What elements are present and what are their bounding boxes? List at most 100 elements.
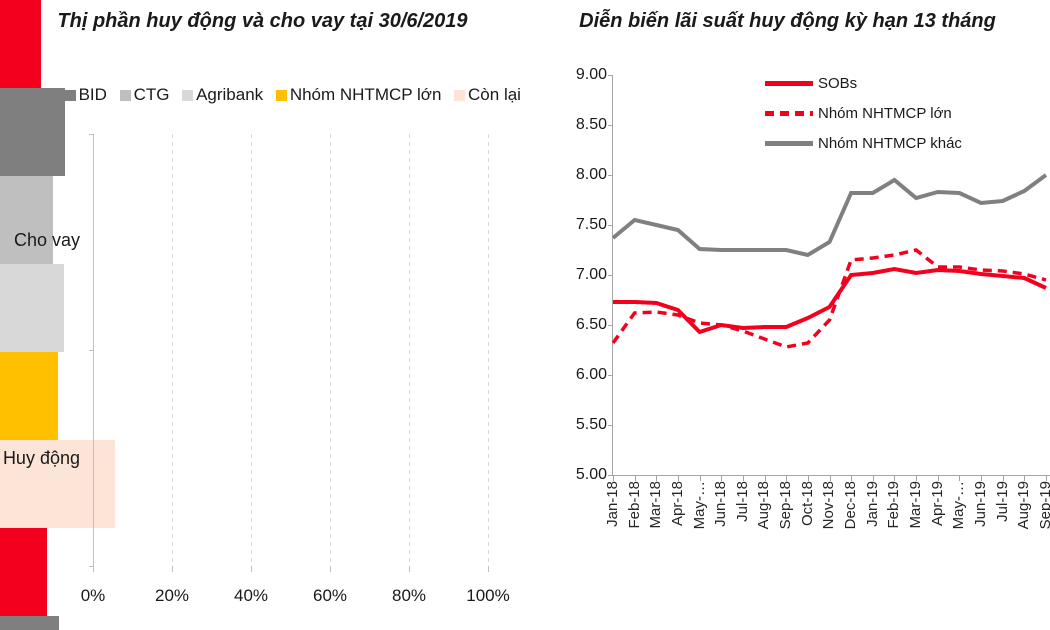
legend-label: CTG	[133, 85, 170, 104]
y-tick-label: 7.50	[575, 216, 607, 233]
x-axis-tick	[1024, 475, 1026, 481]
month-slot: Oct-18	[797, 481, 819, 526]
line-legend-row: Nhóm NHTMCP khác	[765, 128, 962, 158]
x-axis-tick	[764, 475, 766, 481]
month-label: Feb-18	[625, 481, 643, 529]
month-slot: Feb-19	[884, 481, 906, 529]
gridline	[330, 134, 331, 566]
market-share-chart: Thị phần huy động và cho vay tại 30/6/20…	[0, 0, 521, 630]
x-axis-tick	[981, 475, 983, 481]
y-axis-tick	[608, 475, 612, 476]
month-slot: Mar-18	[645, 481, 667, 529]
bar-segment	[0, 264, 64, 352]
y-axis-tick	[608, 175, 612, 176]
x-axis	[612, 475, 1050, 476]
month-slot: Nov-18	[819, 481, 841, 529]
y-axis-tick	[608, 375, 612, 376]
month-slot: Feb-18	[624, 481, 646, 529]
x-axis-tick	[851, 475, 853, 481]
series-line	[612, 248, 1047, 349]
month-label: Nov-18	[820, 481, 838, 530]
month-label: Sep-19	[1036, 481, 1050, 530]
month-slot: Jun-19	[970, 481, 992, 527]
legend-label: Nhóm NHTMCP lớn	[818, 104, 952, 122]
legend-swatch	[119, 89, 131, 101]
month-label: Jun-18	[712, 481, 730, 527]
legend-swatch	[275, 89, 287, 101]
x-axis-tick	[807, 475, 809, 481]
x-axis-tick	[916, 475, 918, 481]
legend-item: Nhóm NHTMCP lớn	[275, 85, 441, 105]
bar-segment	[0, 176, 53, 264]
legend-item: Còn lại	[454, 85, 521, 105]
month-label: Jan-18	[603, 481, 621, 527]
x-axis-tick	[872, 475, 874, 481]
y-axis	[93, 134, 94, 566]
legend-swatch	[454, 89, 466, 101]
month-slot: Mar-19	[905, 481, 927, 529]
x-axis-tick	[894, 475, 896, 481]
month-label: Jun-19	[971, 481, 989, 527]
x-axis-tick	[634, 475, 636, 481]
x-axis-tick	[959, 475, 961, 481]
y-axis-tick	[608, 75, 612, 76]
y-tick-label: 8.50	[575, 116, 607, 133]
y-tick-label: 7.00	[575, 266, 607, 283]
line-legend-row: Nhóm NHTMCP lớn	[765, 98, 962, 128]
month-slot: Apr-19	[927, 481, 949, 526]
month-label: Sep-18	[777, 481, 795, 530]
legend-label: SOBs	[818, 74, 858, 92]
bar-segment	[0, 440, 115, 528]
x-axis-tick	[829, 475, 831, 481]
legend-line-sample	[765, 80, 813, 86]
month-labels: Jan-18 Feb-18 Mar-18 Apr-18 May-… Jun-18 Jul-1…	[602, 481, 1050, 529]
chart-title: Thị phần huy động và cho vay tại 30/6/20…	[57, 10, 468, 32]
month-slot: Jul-19	[992, 481, 1014, 522]
bar-segment	[0, 616, 60, 630]
legend-swatch	[182, 89, 194, 101]
x-axis-tick	[409, 566, 410, 572]
month-slot: Dec-18	[840, 481, 862, 529]
month-label: Aug-18	[755, 481, 773, 530]
y-axis-tick	[89, 134, 93, 135]
line-plot-area: 9.00 8.50 8.00 7.50 7.00 6.50 6.00 5.50 5.00 Jan-…	[525, 0, 1050, 630]
legend-label: Agribank	[196, 85, 264, 104]
month-label: Apr-18	[668, 481, 686, 527]
line-legend-row: SOBs	[765, 68, 962, 98]
month-slot: Jan-19	[862, 481, 884, 527]
bar-segment	[0, 528, 47, 616]
month-label: Jul-19	[993, 481, 1011, 522]
legend-label: Nhóm NHTMCP khác	[818, 134, 962, 152]
gridline	[488, 134, 489, 566]
y-tick-label: 6.00	[575, 366, 607, 383]
month-label: May-…	[950, 481, 968, 530]
month-label: Aug-19	[1015, 481, 1033, 530]
y-axis-tick	[89, 350, 93, 351]
y-axis-tick	[608, 275, 612, 276]
y-axis-tick	[608, 225, 612, 226]
legend-item: BID	[64, 85, 107, 105]
x-tick-label: 60%	[312, 586, 348, 605]
month-label: Jul-18	[733, 481, 751, 522]
x-axis-tick	[786, 475, 788, 481]
y-axis-tick	[608, 125, 612, 126]
interest-rate-chart: Diễn biến lãi suất huy động kỳ hạn 13 th…	[525, 0, 1050, 630]
x-axis-tick	[677, 475, 679, 481]
legend-swatch	[64, 89, 76, 101]
y-tick-label: 9.00	[575, 66, 607, 83]
line-series-svg	[612, 173, 1048, 349]
month-label: May-…	[690, 481, 708, 530]
month-slot: May-…	[948, 481, 970, 529]
gridline	[409, 134, 410, 566]
month-slot: Aug-18	[754, 481, 776, 529]
y-axis-tick	[608, 325, 612, 326]
month-slot: Jul-18	[732, 481, 754, 522]
month-slot: Jun-18	[710, 481, 732, 527]
month-label: Dec-18	[842, 481, 860, 530]
gridline	[251, 134, 252, 566]
month-slot: Jan-18	[602, 481, 624, 527]
x-axis-tick	[699, 475, 701, 481]
bar-segment	[0, 352, 58, 440]
category-label: Huy động	[2, 448, 80, 468]
